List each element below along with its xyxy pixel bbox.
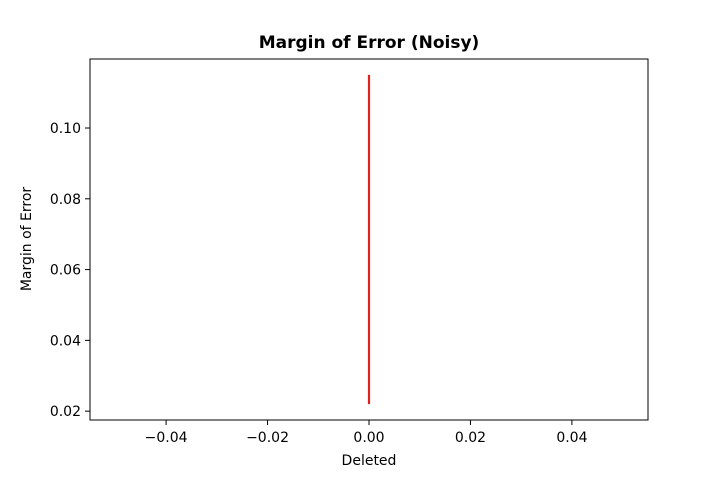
- x-axis-label: Deleted: [342, 453, 397, 469]
- y-tick-label: 0.10: [50, 121, 81, 137]
- chart-title: Margin of Error (Noisy): [259, 33, 480, 53]
- y-axis-label: Margin of Error: [19, 187, 35, 292]
- x-tick-label: 0.04: [556, 430, 587, 446]
- y-tick-label: 0.02: [50, 404, 81, 420]
- y-tick-label: 0.04: [50, 333, 81, 349]
- x-tick-label: 0.02: [455, 430, 486, 446]
- y-axis-ticks: 0.02 0.04 0.06 0.08 0.10: [50, 121, 90, 420]
- x-tick-label: 0.00: [353, 430, 384, 446]
- y-tick-label: 0.08: [50, 192, 81, 208]
- x-tick-label: −0.04: [145, 430, 188, 446]
- y-tick-label: 0.06: [50, 263, 81, 279]
- x-tick-label: −0.02: [246, 430, 289, 446]
- plot-frame: [89, 58, 649, 421]
- x-axis-ticks: −0.04 −0.02 0.00 0.02 0.04: [145, 420, 588, 446]
